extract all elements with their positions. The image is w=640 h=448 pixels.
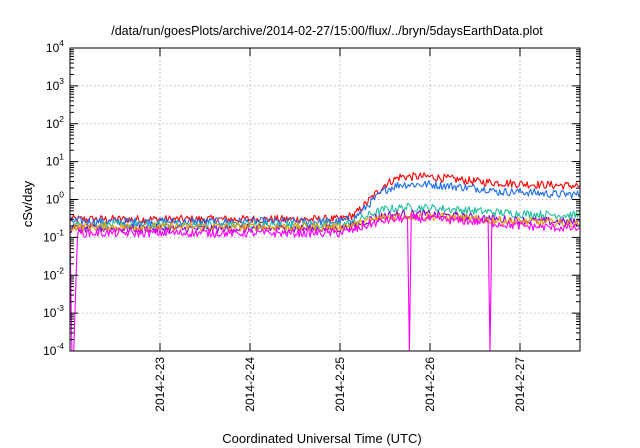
y-tick-label: 10-3 [43, 303, 64, 320]
grid [70, 48, 580, 351]
y-tick-label: 10-4 [43, 341, 64, 358]
y-tick-label: 10-1 [43, 227, 64, 244]
y-tick-label: 10-2 [43, 265, 64, 282]
y-tick-label: 101 [46, 152, 64, 169]
y-tick-label: 103 [46, 76, 64, 93]
x-tick-label: 2014-2-25 [333, 357, 347, 412]
y-tick-label: 102 [46, 114, 64, 131]
y-axis-label: cSv/day [20, 180, 35, 227]
ticks: 10-4 10-3 10-2 10-1 100 101 102 103 104 2014-2-23… [43, 38, 580, 412]
series-group [69, 172, 581, 352]
x-tick-label: 2014-2-23 [153, 357, 167, 412]
series-line-1 [69, 172, 581, 224]
series-line-6 [69, 213, 581, 352]
x-tick-label: 2014-2-27 [513, 357, 527, 412]
chart-title: /data/run/goesPlots/archive/2014-02-27/1… [111, 24, 543, 38]
y-tick-label: 104 [46, 38, 64, 55]
x-tick-label: 2014-2-24 [243, 357, 257, 412]
x-tick-label: 2014-2-26 [423, 357, 437, 412]
y-tick-label: 100 [46, 190, 64, 207]
series-line-3 [69, 202, 581, 230]
x-axis-label: Coordinated Universal Time (UTC) [222, 431, 421, 446]
